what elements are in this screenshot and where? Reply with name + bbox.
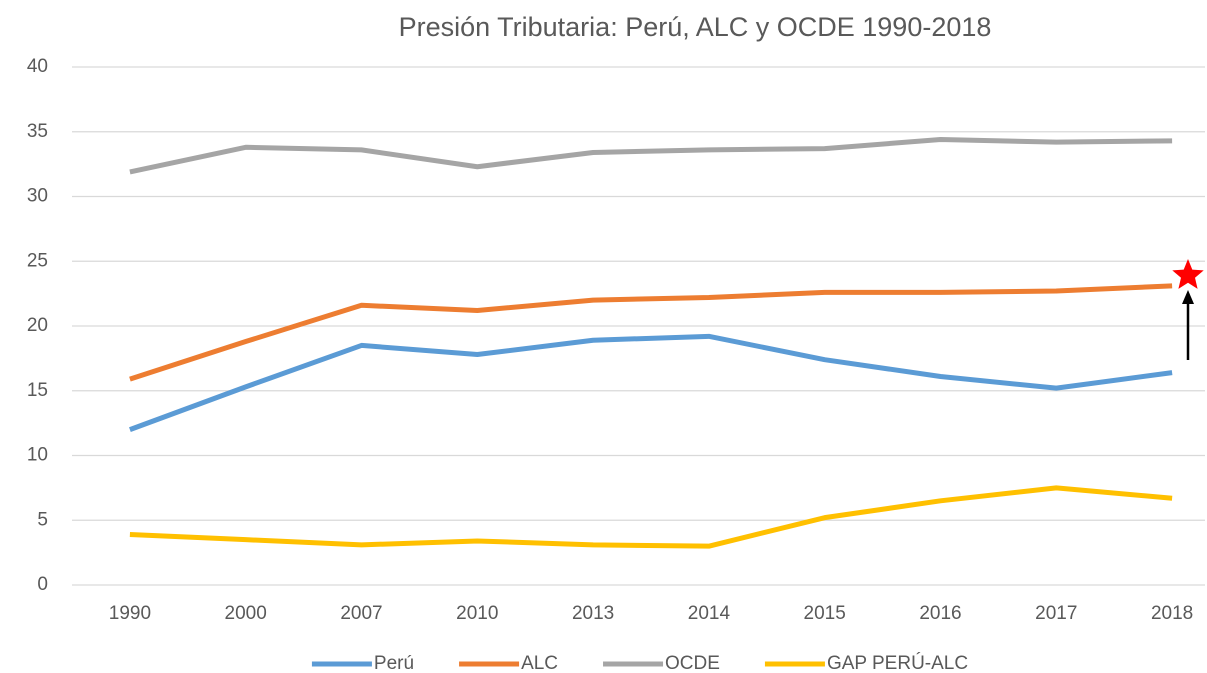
series-line — [129, 333, 1173, 432]
series-line — [129, 283, 1173, 382]
plot-area: 0 5 10 15 20 25 30 35 40 1990 2000 2007 2010 2013 2014… — [27, 56, 1205, 624]
y-tick-label: 30 — [27, 186, 48, 207]
x-tick-label: 2015 — [804, 603, 846, 624]
legend-label: ALC — [521, 653, 558, 673]
x-tick-label: 2010 — [456, 603, 498, 624]
arrow-head — [1182, 290, 1194, 304]
y-tick-label: 5 — [37, 509, 48, 530]
legend-label: GAP PERÚ-ALC — [827, 652, 968, 673]
series-line — [129, 485, 1173, 549]
y-tick-label: 35 — [27, 121, 48, 142]
legend-label: OCDE — [665, 653, 720, 673]
x-tick-label: 2016 — [919, 603, 961, 624]
annotation — [1172, 259, 1204, 360]
x-tick-label: 2013 — [572, 603, 614, 624]
legend-label: Perú — [374, 653, 414, 673]
star — [1172, 259, 1204, 289]
y-tick-label: 0 — [37, 574, 48, 595]
x-tick-label: 2007 — [340, 603, 382, 624]
y-tick-label: 15 — [27, 380, 48, 401]
series-line — [129, 137, 1173, 175]
x-tick-label: 1990 — [109, 603, 151, 624]
y-tick-label: 10 — [27, 445, 48, 466]
chart-title: Presión Tributaria: Perú, ALC y OCDE 199… — [399, 12, 992, 42]
x-tick-label: 2014 — [688, 603, 731, 624]
x-tick-label: 2018 — [1151, 603, 1193, 624]
legend: Perú ALC OCDE GAP PERÚ-ALC — [311, 652, 968, 673]
x-tick-label: 2017 — [1035, 603, 1077, 624]
y-tick-label: 20 — [27, 315, 48, 336]
y-tick-label: 40 — [27, 56, 48, 77]
x-tick-label: 2000 — [225, 603, 267, 624]
y-tick-label: 25 — [27, 250, 48, 271]
